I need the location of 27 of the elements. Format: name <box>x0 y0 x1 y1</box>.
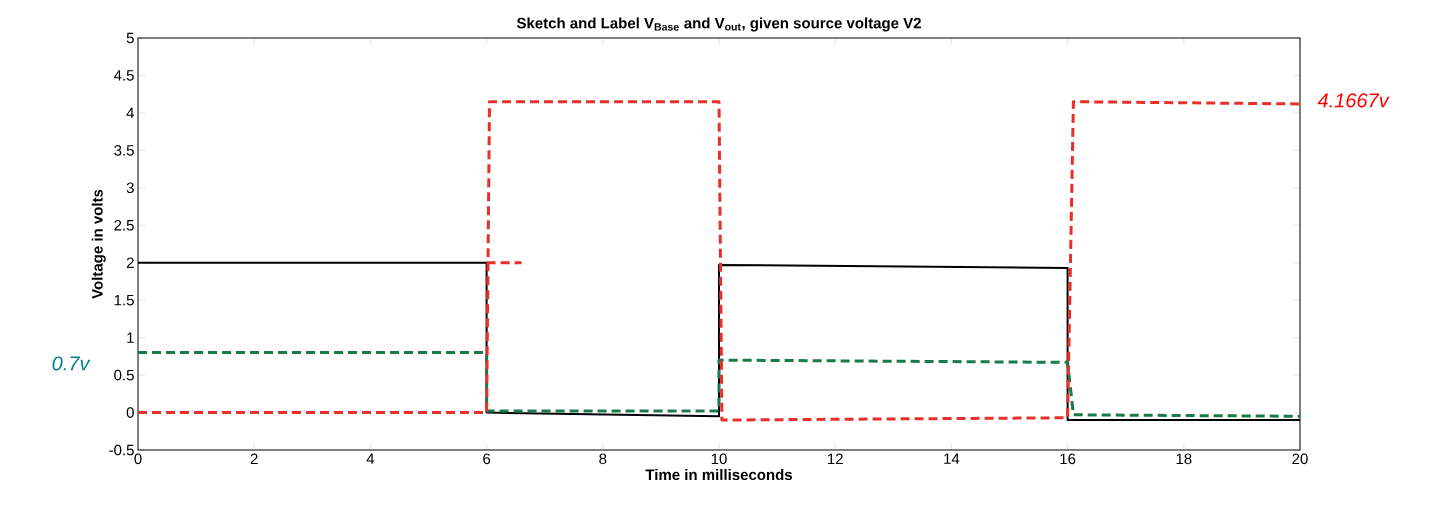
y-tick-label: 3.5 <box>114 145 134 156</box>
y-tick-label: 2 <box>126 257 134 268</box>
x-axis-title: Time in milliseconds <box>645 469 793 481</box>
x-tick-label: 12 <box>828 453 843 465</box>
y-tick-label: 2.5 <box>114 219 134 231</box>
y-tick-label: 5 <box>126 32 134 44</box>
x-tick-label: 10 <box>711 453 727 465</box>
y-tick-label: 4 <box>126 107 135 119</box>
text: 0.7v <box>52 356 91 371</box>
y-axis-title: Voltage in volts <box>91 189 106 299</box>
x-tick-label: 4 <box>366 453 375 464</box>
annotation: 4.1667v <box>1317 93 1390 108</box>
chart-title: Sketch and Label V$_{Base}$ and V$_{out}$, given source voltage V2 <box>516 17 921 32</box>
x-tick-label: 8 <box>599 453 607 465</box>
x-tick-label: 16 <box>1060 453 1076 465</box>
x-tick-label: 14 <box>944 453 960 464</box>
x-tick-label: 18 <box>1176 453 1192 465</box>
y-tick-label: 1 <box>127 332 134 343</box>
y-tick-label: 0 <box>126 407 134 418</box>
x-tick-label: 2 <box>250 453 258 465</box>
y-tick-label: -0.5 <box>109 444 134 456</box>
x-tick-label: 20 <box>1292 453 1308 465</box>
y-tick-label: 0.5 <box>114 369 134 381</box>
y-tick-label: 1.5 <box>114 294 134 306</box>
x-tick-label: 6 <box>483 453 491 465</box>
y-tick-label: 3 <box>126 182 134 194</box>
y-tick-label: 4.5 <box>113 70 134 81</box>
